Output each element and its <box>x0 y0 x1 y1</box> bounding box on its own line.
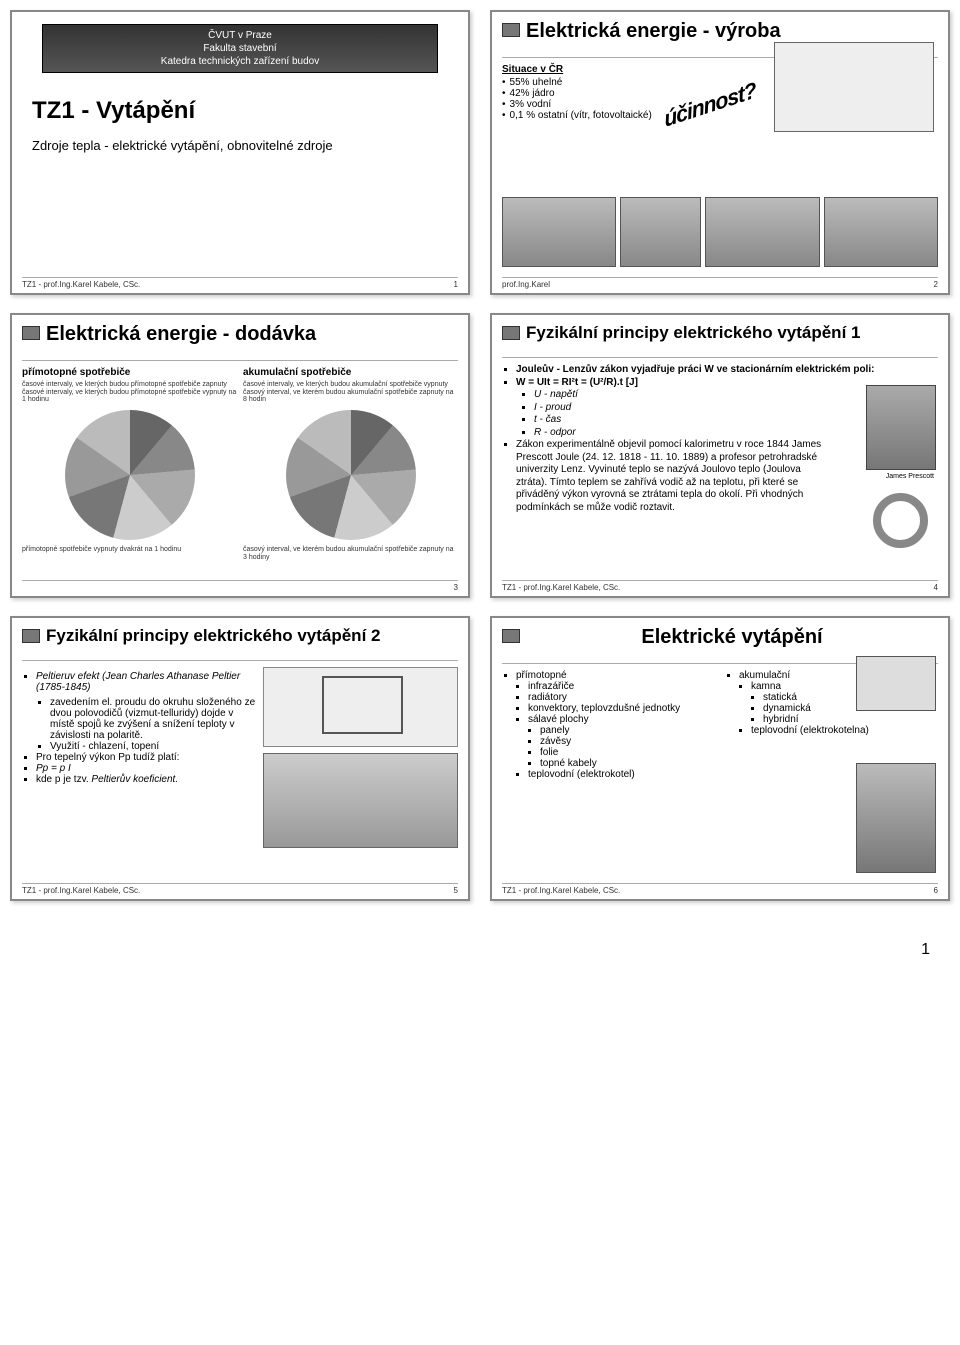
col-heading: přímotopné spotřebiče <box>22 367 237 378</box>
slide-3-title: Elektrická energie - dodávka <box>46 323 316 346</box>
list-subitem: závěsy <box>540 736 715 747</box>
footer-author: TZ1 - prof.Ing.Karel Kabele, CSc. <box>22 886 140 895</box>
list-item: teplovodní (elektrokotelna) <box>751 725 938 736</box>
col-caption: časové intervaly, ve kterých budou přímo… <box>22 381 237 389</box>
slide-4-title: Fyzikální principy elektrického vytápění… <box>526 323 860 343</box>
uni-line-3: Katedra technických zařízení budov <box>47 55 433 68</box>
slide-1-title: TZ1 - Vytápění <box>32 97 448 125</box>
peltier-diagrams <box>263 667 458 848</box>
heater-photo-placeholder <box>856 656 936 711</box>
slide-5: Fyzikální principy elektrického vytápění… <box>10 616 470 901</box>
formula: W = UIt = RI²t = (U²/R).t [J] <box>516 377 638 388</box>
peltier-schematic-placeholder <box>263 667 458 747</box>
peltier-coef: kde p je tzv. Peltierův koeficient. <box>36 774 178 785</box>
list-subitem: hybridní <box>763 714 938 725</box>
slide-5-title: Fyzikální principy elektrického vytápění… <box>46 626 380 646</box>
peltier-text: Peltieruv efekt (Jean Charles Athanase P… <box>22 667 255 848</box>
slide-number: 5 <box>454 886 458 895</box>
list-subitem: folie <box>540 747 715 758</box>
list-subitem: panely <box>540 725 715 736</box>
peltier-intro: Peltieruv efekt (Jean Charles Athanase P… <box>36 671 240 693</box>
logo-icon <box>502 629 520 643</box>
slide-2-title: Elektrická energie - výroba <box>526 20 781 43</box>
col-footnote: časový interval, ve kterém budou akumula… <box>243 546 458 561</box>
joule-lenz-law: Jouleův - Lenzův zákon vyjadřuje práci W… <box>516 364 874 375</box>
col-head: přímotopné <box>516 670 715 681</box>
uni-line-1: ČVUT v Praze <box>47 29 433 42</box>
logo-icon <box>22 326 40 340</box>
uni-line-2: Fakulta stavební <box>47 42 433 55</box>
list-item: kamna <box>751 681 781 692</box>
var-t: t - čas <box>534 414 561 425</box>
footer-author: TZ1 - prof.Ing.Karel Kabele, CSc. <box>502 583 620 592</box>
boiler-photo-placeholder <box>856 763 936 873</box>
peltier-desc: zavedením el. proudu do okruhu složeného… <box>50 697 255 741</box>
footer-author: prof.Ing.Karel <box>502 280 550 289</box>
slide-number: 1 <box>454 280 458 289</box>
page-number: 1 <box>10 941 950 959</box>
peltier-module-placeholder <box>263 753 458 848</box>
col-caption: časový interval, ve kterém budou akumula… <box>243 389 458 404</box>
slide-4: Fyzikální principy elektrického vytápění… <box>490 313 950 598</box>
slide-2: Elektrická energie - výroba Situace v ČR… <box>490 10 950 295</box>
col-caption: časové intervaly, ve kterých budou přímo… <box>22 389 237 404</box>
var-r: R - odpor <box>534 427 576 438</box>
slide-1: ČVUT v Praze Fakulta stavební Katedra te… <box>10 10 470 295</box>
list-subitem: topné kabely <box>540 758 715 769</box>
photo-placeholder <box>824 197 938 267</box>
photo-placeholder <box>705 197 819 267</box>
peltier-use: Využití - chlazení, topení <box>50 741 255 752</box>
var-u: U - napětí <box>534 389 578 400</box>
pie-chart-accum <box>286 410 416 540</box>
col-heading: akumulační spotřebiče <box>243 367 458 378</box>
czech-map-placeholder <box>774 42 934 132</box>
logo-icon <box>502 23 520 37</box>
joule-portrait-placeholder <box>866 385 936 470</box>
logo-icon <box>502 326 520 340</box>
slide-1-subtitle: Zdroje tepla - elektrické vytápění, obno… <box>32 137 448 155</box>
list-item: teplovodní (elektrokotel) <box>528 769 715 780</box>
slide-6-title: Elektrické vytápění <box>526 626 938 649</box>
ring-image-placeholder <box>873 493 928 548</box>
col-caption: časové intervaly, ve kterých budou akumu… <box>243 381 458 389</box>
slide-3: Elektrická energie - dodávka přímotopné … <box>10 313 470 598</box>
var-i: I - proud <box>534 402 571 413</box>
photo-strip <box>502 197 938 267</box>
list-item: radiátory <box>528 692 715 703</box>
slide-number: 6 <box>934 886 938 895</box>
slide-number: 4 <box>934 583 938 592</box>
university-header: ČVUT v Praze Fakulta stavební Katedra te… <box>42 24 438 73</box>
list-item: konvektory, teplovzdušné jednotky <box>528 703 715 714</box>
col-footnote: přímotopné spotřebiče vypnuty dvakrát na… <box>22 546 237 554</box>
peltier-formula: Pp = p I <box>36 763 71 774</box>
peltier-power: Pro tepelný výkon Pp tudíž platí: <box>36 752 255 763</box>
diagram-placeholder <box>620 197 701 267</box>
accumulation-column: akumulační spotřebiče časové intervaly, … <box>243 367 458 561</box>
slide-6: Elektrické vytápění přímotopné infrazáři… <box>490 616 950 901</box>
direct-heating-list: přímotopné infrazářiče radiátory konvekt… <box>502 670 715 780</box>
direct-heating-column: přímotopné spotřebiče časové intervaly, … <box>22 367 237 561</box>
portrait-caption: James Prescott <box>886 473 934 480</box>
history-text: Zákon experimentálně objevil pomocí kalo… <box>516 439 826 514</box>
photo-placeholder <box>502 197 616 267</box>
logo-icon <box>22 629 40 643</box>
slide-number: 3 <box>454 583 458 592</box>
pie-chart-direct <box>65 410 195 540</box>
footer-author: TZ1 - prof.Ing.Karel Kabele, CSc. <box>22 280 140 289</box>
list-item: infrazářiče <box>528 681 715 692</box>
slide-number: 2 <box>934 280 938 289</box>
list-item: sálavé plochy <box>528 714 589 725</box>
footer-author: TZ1 - prof.Ing.Karel Kabele, CSc. <box>502 886 620 895</box>
